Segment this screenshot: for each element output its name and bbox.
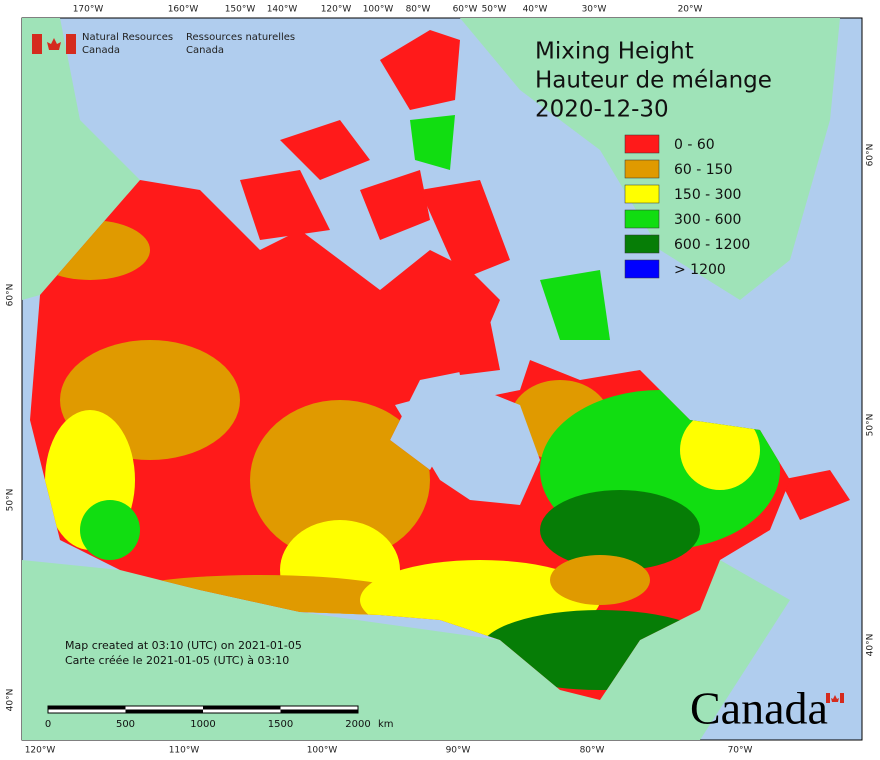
org-name-fr: Canada [186,45,224,56]
legend-swatch [624,159,660,179]
wordmark-flag [826,693,844,703]
scale-segment [125,709,203,713]
graticule-label: 50°N [6,489,16,512]
graticule-label: 30°W [582,5,607,15]
org-name-en: Natural Resources [82,32,173,43]
graticule-label: 60°N [6,284,16,307]
legend-swatch [624,259,660,279]
graticule-label: 50°W [482,5,507,15]
graticule-label: 120°W [25,746,56,756]
legend-swatch [624,209,660,229]
alaska [22,18,140,300]
credit-line: Carte créée le 2021-01-05 (UTC) à 03:10 [65,654,289,667]
scale-label: 1000 [190,719,215,730]
scale-label: 0 [45,719,51,730]
legend-label: 300 - 600 [674,212,741,228]
legend-swatch [624,234,660,254]
legend-label: > 1200 [674,262,726,278]
map-title: Mixing Height [535,39,694,65]
legend-label: 150 - 300 [674,187,741,203]
greenland [460,18,840,300]
usa [22,560,790,740]
scale-segment [280,709,358,713]
graticule-label: 100°W [307,746,338,756]
graticule-label: 170°W [73,5,104,15]
graticule-label: 110°W [169,746,200,756]
legend-label: 60 - 150 [674,162,733,178]
arctic-islands [240,30,850,520]
graticule-label: 40°N [866,634,876,657]
graticule-label: 160°W [168,5,199,15]
org-flag [32,34,76,54]
legend-swatch [624,184,660,204]
graticule-label: 70°W [728,746,753,756]
graticule-label: 140°W [267,5,298,15]
graticule-label: 90°W [446,746,471,756]
graticule-label: 100°W [363,5,394,15]
graticule-label: 60°W [453,5,478,15]
legend-label: 600 - 1200 [674,237,750,253]
legend-swatch [624,134,660,154]
org-name-en: Canada [82,45,120,56]
scale-unit: km [378,719,394,730]
graticule-label: 80°W [580,746,605,756]
graticule-label: 20°W [678,5,703,15]
graticule-label: 150°W [225,5,256,15]
map-title: 2020-12-30 [535,97,669,123]
wordmark: Canada [690,683,828,734]
scale-label: 500 [116,719,135,730]
legend-label: 0 - 60 [674,137,715,153]
scale-label: 1500 [268,719,293,730]
map-title: Hauteur de mélange [535,68,772,94]
hudson-bay [395,385,540,505]
org-name-fr: Ressources naturelles [186,32,295,43]
scale-label: 2000 [345,719,370,730]
graticule-label: 80°W [406,5,431,15]
scale-segment [48,706,126,710]
graticule-label: 50°N [866,414,876,437]
credit-line: Map created at 03:10 (UTC) on 2021-01-05 [65,639,302,652]
graticule-label: 120°W [321,5,352,15]
graticule-label: 40°W [523,5,548,15]
graticule-label: 60°N [866,144,876,167]
scale-segment [203,706,281,710]
graticule-label: 40°N [6,689,16,712]
